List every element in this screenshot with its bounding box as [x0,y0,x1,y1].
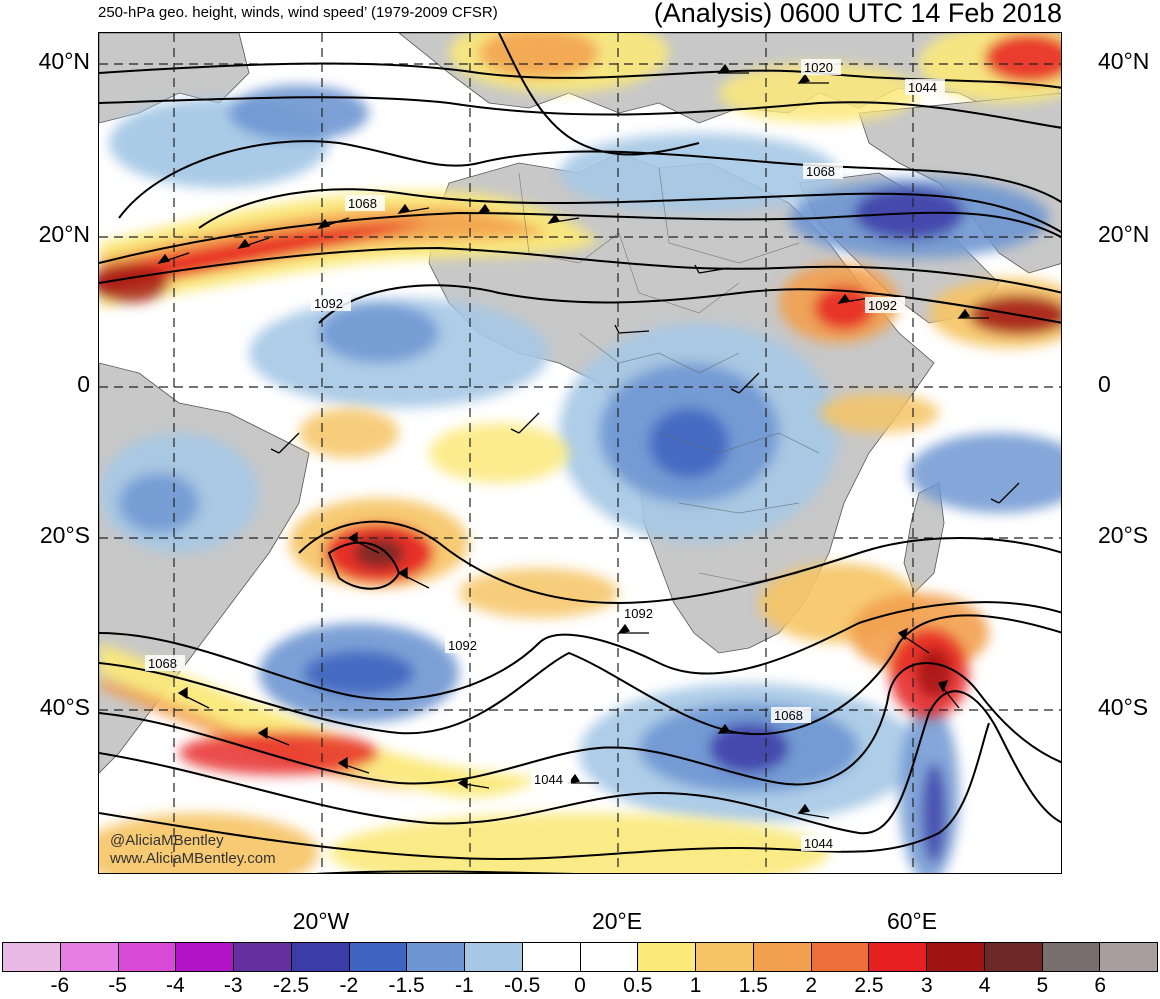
colorbar-tick-label: -2 [339,974,359,997]
colorbar-tick-label: 6 [1094,974,1107,997]
colorbar-tick-label: 4 [978,974,991,997]
colorbar-swatch [407,943,465,971]
credit-site: www.AliciaMBentley.com [110,850,276,867]
contour-label: 1068 [348,196,377,211]
contour-label: 1020 [804,60,833,75]
contour-label: 1092 [448,638,477,653]
colorbar-tick-label: 5 [1036,974,1049,997]
country-borders [518,167,820,584]
colorbar-swatch [1042,943,1101,971]
lat-label-equator-right: 0 [1098,371,1111,397]
lat-label-40s-left: 40°S [39,694,90,720]
colorbar-tick-label: 0 [574,974,586,997]
colorbar-swatch [753,943,812,971]
colorbar-swatch [696,943,754,971]
wind-barbs [157,63,1020,819]
lon-label-20e: 20°E [591,908,643,934]
lat-label-40n-left: 40°N [38,48,90,74]
colorbar-tick-label: 2.5 [854,974,884,997]
colorbar-swatch [580,943,639,971]
colorbar-swatch [638,943,696,971]
colorbar-tick-label: -5 [108,974,127,997]
colorbar-tick-label: -1 [455,974,474,997]
lat-label-40s-right: 40°S [1098,694,1149,720]
colorbar-swatch [927,943,985,971]
colorbar-tick-label: -0.5 [504,974,541,997]
map-title: 250-hPa geo. height, winds, wind speed’ … [98,4,498,21]
colorbar-tick-label: 0.5 [623,974,653,997]
colorbar-tick-label: 1.5 [738,974,768,997]
contour-label: 1068 [806,164,835,179]
contour-label: 1044 [804,836,833,851]
colorbar-swatch [3,943,61,971]
lon-label-20w: 20°W [292,908,350,934]
colorbar-tick-label: 2 [805,974,818,997]
lon-label-60e: 60°E [886,908,938,934]
colorbar-tick-label: -4 [166,974,185,997]
colorbar-tick-label: 1 [689,974,702,997]
colorbar-tick-label: -2.5 [272,974,310,997]
colorbar-swatch [811,943,870,971]
lat-label-20s-right: 20°S [1098,522,1149,548]
colorbar-swatch [522,943,581,971]
colorbar-swatch [60,943,119,971]
colorbar-swatch [465,943,523,971]
colorbar-swatch [118,943,177,971]
colorbar-swatch [984,943,1043,971]
map-panel: 1020 1044 1068 1068 1068 1092 1092 1092 … [98,32,1062,874]
lat-label-20n-left: 20°N [38,221,90,247]
contour-label: 1044 [908,80,937,95]
credit-handle: @AliciaMBentley [110,832,224,849]
contour-labels: 1020 1044 1068 1068 1068 1092 1092 1092 … [145,59,945,851]
colorbar-swatch [349,943,408,971]
graticule [99,33,1061,873]
colorbar-swatch [176,943,234,971]
colorbar-tick-label: -3 [223,974,243,997]
lat-label-40n-right: 40°N [1098,48,1150,74]
colorbar [2,942,1158,972]
colorbar-swatch [291,943,350,971]
colorbar-swatch [1100,943,1157,971]
contour-label: 1092 [868,298,897,313]
contour-label: 1092 [624,606,653,621]
lat-label-equator-left: 0 [77,371,90,397]
colorbar-swatch [869,943,927,971]
colorbar-swatch [234,943,292,971]
contour-label: 1044 [534,772,563,787]
contour-label: 1068 [774,708,803,723]
colorbar-tick-label: -6 [50,974,70,997]
lat-label-20s-left: 20°S [39,522,90,548]
wind-speed-map: 1020 1044 1068 1068 1068 1092 1092 1092 … [99,33,1061,873]
contour-label: 1092 [314,296,343,311]
colorbar-tick-label: 3 [920,974,933,997]
map-valid-time: (Analysis) 0600 UTC 14 Feb 2018 [653,0,1062,28]
lat-label-20n-right: 20°N [1098,221,1150,247]
contour-label: 1068 [148,656,177,671]
colorbar-tick-label: -1.5 [388,974,425,997]
